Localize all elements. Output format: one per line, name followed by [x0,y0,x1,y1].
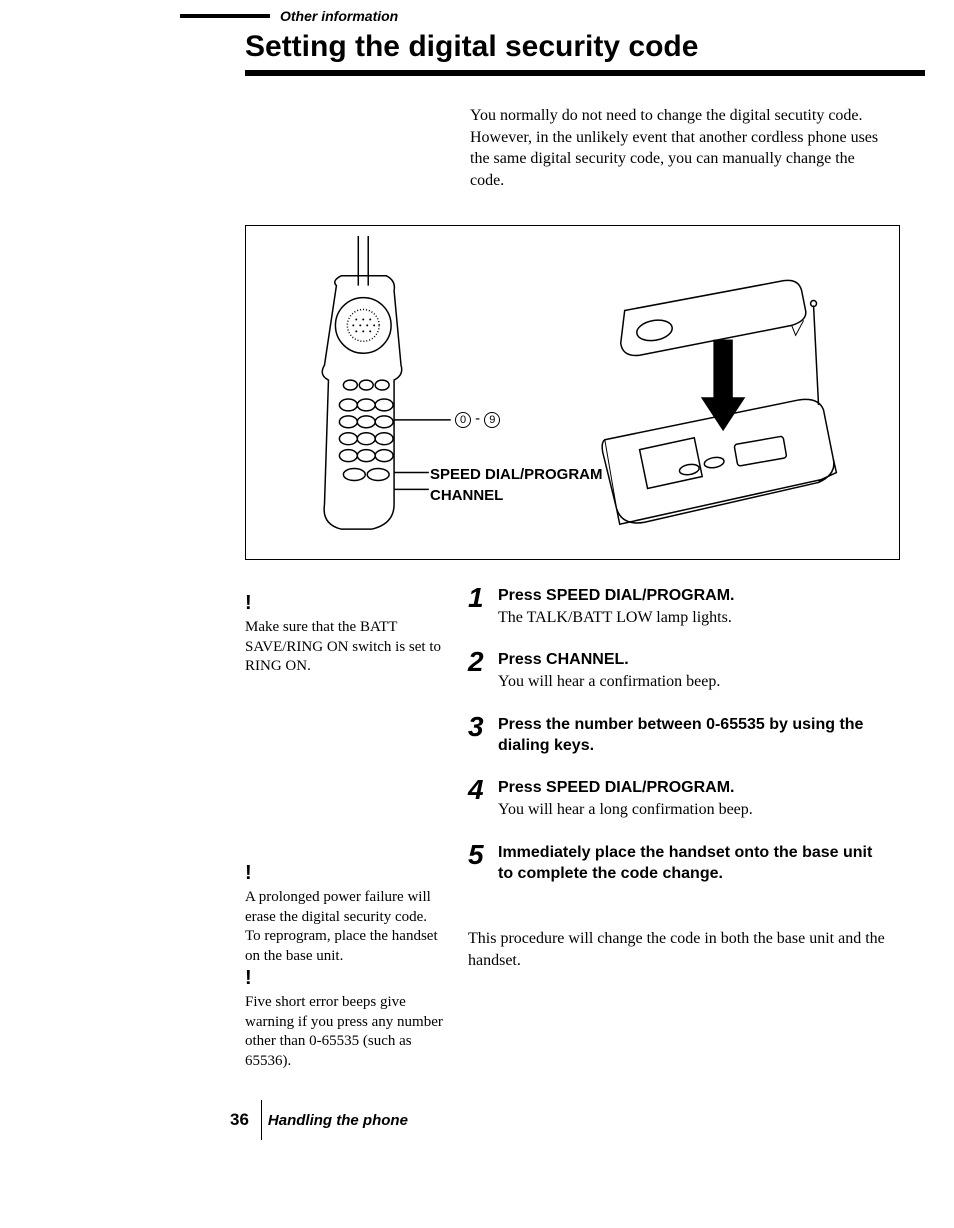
step-detail: You will hear a long confirmation beep. [498,799,888,821]
step-1: 1 Press SPEED DIAL/PROGRAM. The TALK/BAT… [468,586,888,628]
step-3: 3 Press the number between 0-65535 by us… [468,715,888,757]
side-note-3-text: Five short error beeps give warning if y… [245,993,445,1071]
step-title: Immediately place the handset onto the b… [498,843,888,885]
step-number: 4 [468,776,498,804]
step-title: Press SPEED DIAL/PROGRAM. [498,586,888,607]
step-detail: The TALK/BATT LOW lamp lights. [498,607,888,629]
alert-icon: ! [245,965,445,991]
step-2: 2 Press CHANNEL. You will hear a confirm… [468,650,888,692]
steps-list: 1 Press SPEED DIAL/PROGRAM. The TALK/BAT… [468,586,888,906]
page-number: 36 [230,1110,255,1130]
title-rule [245,70,925,76]
section-bar [180,14,270,18]
side-note-2-text: A prolonged power failure will erase the… [245,888,445,966]
step-5: 5 Immediately place the handset onto the… [468,843,888,885]
dash: - [475,410,484,427]
alert-icon: ! [245,860,445,886]
step-4: 4 Press SPEED DIAL/PROGRAM. You will hea… [468,778,888,820]
side-note-3: ! Five short error beeps give warning if… [245,965,445,1071]
step-number: 2 [468,648,498,676]
step-title: Press SPEED DIAL/PROGRAM. [498,778,888,799]
closing-paragraph: This procedure will change the code in b… [468,928,888,971]
key-zero-icon: 0 [455,412,471,428]
key-nine-icon: 9 [484,412,500,428]
step-detail: You will hear a confirmation beep. [498,671,888,693]
callout-speed-dial: SPEED DIAL/PROGRAM [430,466,603,483]
footer-divider [261,1100,262,1140]
step-title: Press CHANNEL. [498,650,888,671]
step-number: 1 [468,584,498,612]
footer-text: Handling the phone [268,1112,408,1129]
side-note-2: ! A prolonged power failure will erase t… [245,860,445,966]
step-number: 5 [468,841,498,869]
step-title: Press the number between 0-65535 by usin… [498,715,888,757]
callout-channel: CHANNEL [430,487,503,504]
page-footer: 36 Handling the phone [230,1100,408,1140]
callout-keys-range: 0 - 9 [455,410,500,428]
figure-box [245,225,900,560]
side-note-1-text: Make sure that the BATT SAVE/RING ON swi… [245,618,445,677]
alert-icon: ! [245,590,445,616]
manual-page: Other information Setting the digital se… [0,0,954,1228]
section-label: Other information [280,8,398,24]
intro-paragraph: You normally do not need to change the d… [470,105,880,191]
side-note-1: ! Make sure that the BATT SAVE/RING ON s… [245,590,445,677]
phone-diagram-svg [246,226,899,559]
page-title: Setting the digital security code [245,30,698,64]
step-number: 3 [468,713,498,741]
